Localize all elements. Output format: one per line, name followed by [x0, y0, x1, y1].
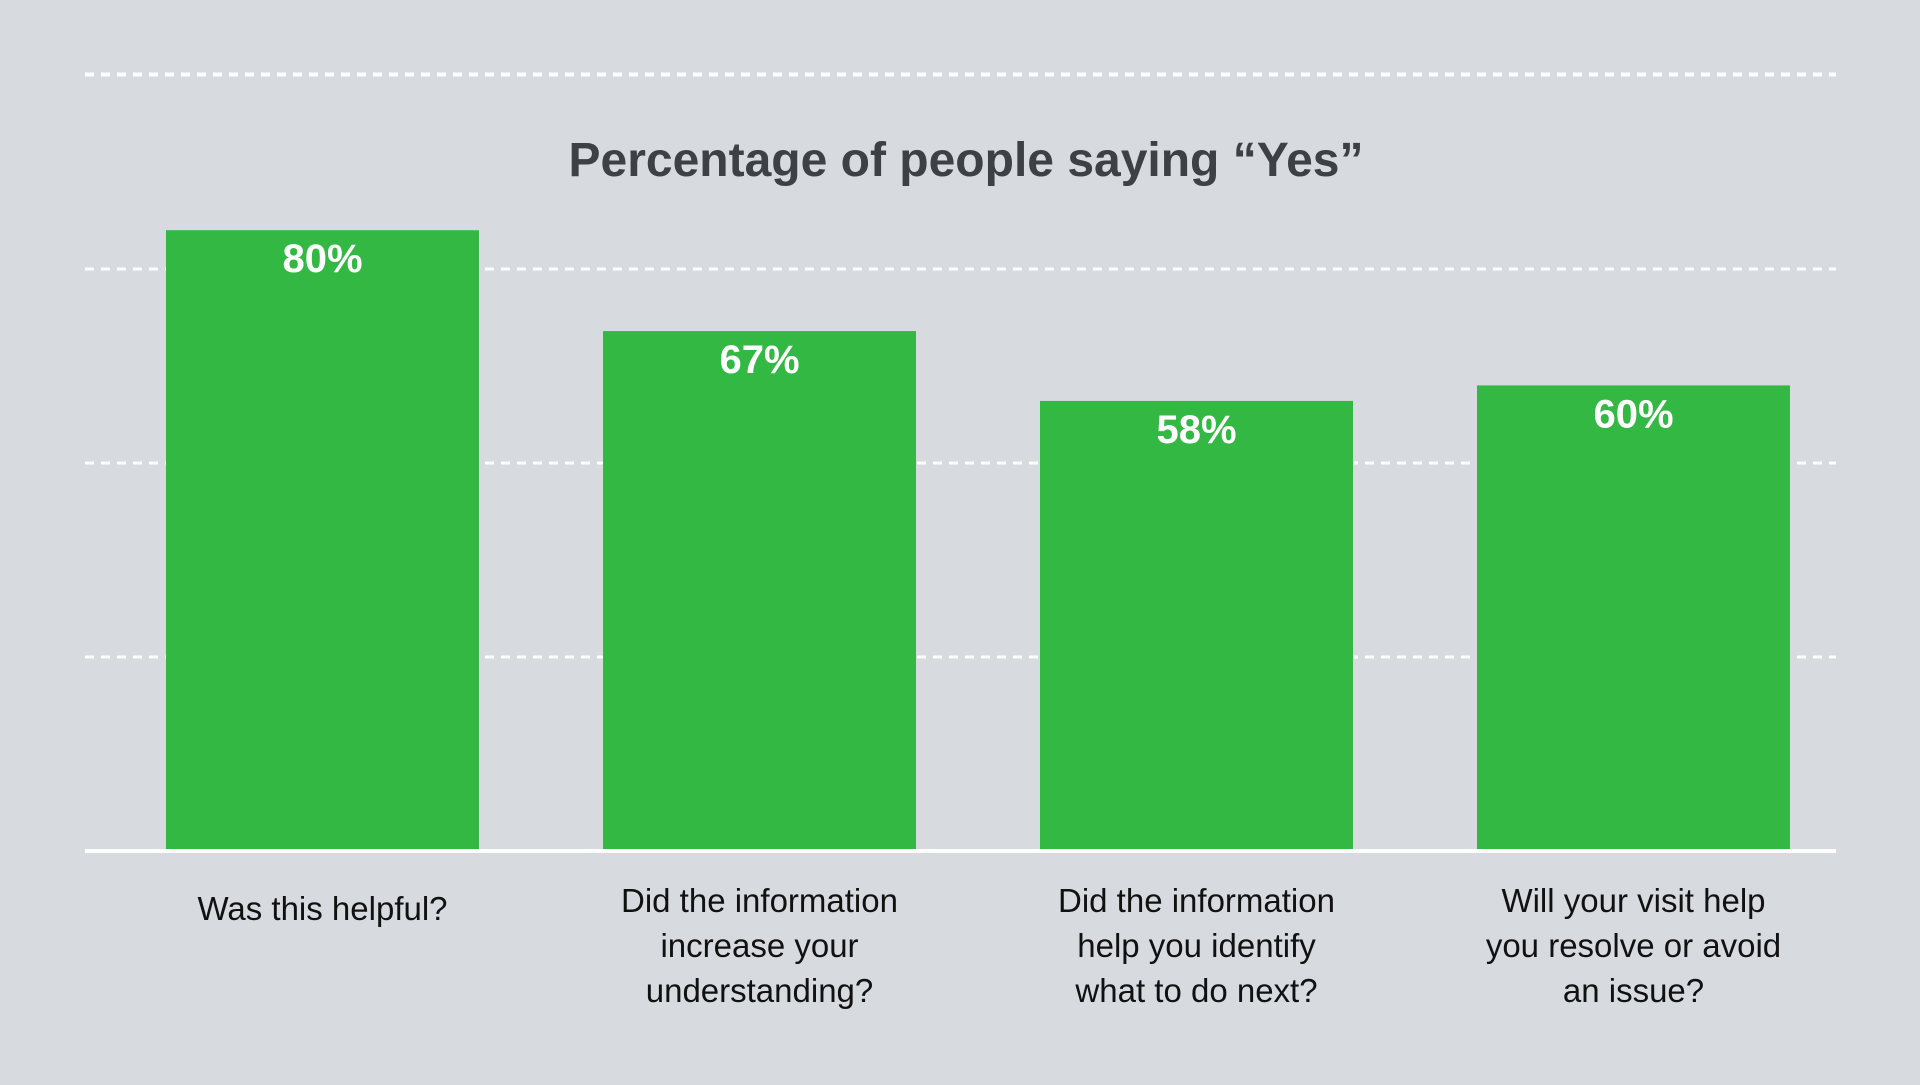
- category-label-line: Was this helpful?: [197, 890, 447, 927]
- bar-2: [603, 331, 916, 852]
- category-label-line: an issue?: [1563, 972, 1704, 1009]
- value-label-4: 60%: [1593, 392, 1673, 436]
- bars: [166, 230, 1790, 852]
- category-labels: Was this helpful? Did the information incr…: [197, 882, 1781, 1009]
- bar-3: [1040, 400, 1353, 851]
- category-label-line: you resolve or avoid: [1486, 927, 1781, 964]
- category-label-1: Was this helpful?: [197, 890, 447, 927]
- category-label-3: Did the information help you identify what…: [1058, 882, 1335, 1009]
- category-label-line: Did the information: [1058, 882, 1335, 919]
- value-label-3: 58%: [1156, 408, 1236, 452]
- category-label-4: Will your visit help you resolve or avoid…: [1486, 882, 1781, 1009]
- chart-title: Percentage of people saying “Yes”: [569, 134, 1364, 187]
- value-label-2: 67%: [719, 338, 799, 382]
- category-label-line: increase your: [660, 927, 858, 964]
- category-label-line: Will your visit help: [1501, 882, 1765, 919]
- bar-1: [166, 230, 479, 851]
- category-label-2: Did the information increase your understa…: [621, 882, 898, 1009]
- category-label-line: Did the information: [621, 882, 898, 919]
- category-label-line: understanding?: [646, 972, 874, 1009]
- category-label-line: help you identify: [1077, 927, 1316, 964]
- value-labels: 80% 67% 58% 60%: [282, 237, 1673, 452]
- value-label-1: 80%: [282, 237, 362, 281]
- bar-4: [1477, 385, 1790, 851]
- category-label-line: what to do next?: [1074, 972, 1317, 1009]
